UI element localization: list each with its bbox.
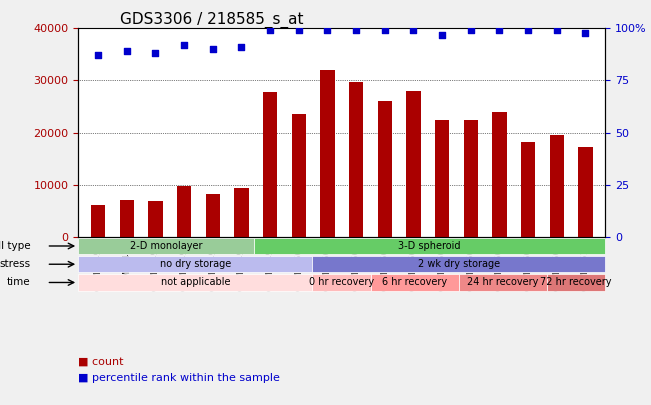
Text: 72 hr recovery: 72 hr recovery	[540, 277, 612, 288]
Point	[408, 27, 419, 34]
Bar	[206, 194, 220, 237]
Bar	[234, 188, 249, 237]
Bar	[435, 119, 449, 237]
Bar	[406, 91, 421, 237]
Text: 3-D spheroid: 3-D spheroid	[398, 241, 461, 251]
Bar	[349, 81, 363, 237]
Text: not applicable: not applicable	[161, 277, 230, 288]
Text: ■ count: ■ count	[78, 356, 124, 367]
Bar	[378, 101, 392, 237]
Point	[351, 27, 361, 34]
Text: no dry storage: no dry storage	[159, 259, 231, 269]
Text: GDS3306 / 218585_s_at: GDS3306 / 218585_s_at	[120, 12, 304, 28]
FancyBboxPatch shape	[371, 274, 459, 291]
Point	[93, 52, 104, 59]
Point	[208, 46, 218, 52]
Bar	[464, 119, 478, 237]
Bar	[492, 112, 506, 237]
Text: cell type: cell type	[0, 241, 31, 251]
FancyBboxPatch shape	[78, 256, 312, 273]
Bar	[177, 186, 191, 237]
Bar	[120, 200, 134, 237]
Text: ■ percentile rank within the sample: ■ percentile rank within the sample	[78, 373, 280, 383]
Bar	[148, 201, 163, 237]
Text: 0 hr recovery: 0 hr recovery	[309, 277, 374, 288]
Text: 2-D monolayer: 2-D monolayer	[130, 241, 202, 251]
FancyBboxPatch shape	[459, 274, 547, 291]
Bar	[549, 135, 564, 237]
Text: time: time	[7, 277, 31, 288]
Point	[150, 50, 161, 57]
Point	[380, 27, 390, 34]
Point	[465, 27, 476, 34]
FancyBboxPatch shape	[312, 274, 371, 291]
Text: 6 hr recovery: 6 hr recovery	[382, 277, 448, 288]
Bar	[292, 114, 306, 237]
Bar	[578, 147, 592, 237]
Text: stress: stress	[0, 259, 31, 269]
FancyBboxPatch shape	[312, 256, 605, 273]
Point	[122, 48, 132, 55]
FancyBboxPatch shape	[78, 238, 254, 254]
Bar	[320, 70, 335, 237]
Bar	[263, 92, 277, 237]
Point	[494, 27, 505, 34]
Point	[294, 27, 304, 34]
Point	[322, 27, 333, 34]
FancyBboxPatch shape	[78, 274, 312, 291]
Point	[179, 42, 189, 48]
Bar	[521, 142, 535, 237]
Point	[265, 27, 275, 34]
Point	[236, 44, 247, 50]
Text: 2 wk dry storage: 2 wk dry storage	[418, 259, 500, 269]
Text: 24 hr recovery: 24 hr recovery	[467, 277, 538, 288]
Point	[551, 27, 562, 34]
Bar	[91, 205, 105, 237]
Point	[437, 31, 447, 38]
Point	[580, 29, 590, 36]
FancyBboxPatch shape	[547, 274, 605, 291]
FancyBboxPatch shape	[254, 238, 605, 254]
Point	[523, 27, 533, 34]
